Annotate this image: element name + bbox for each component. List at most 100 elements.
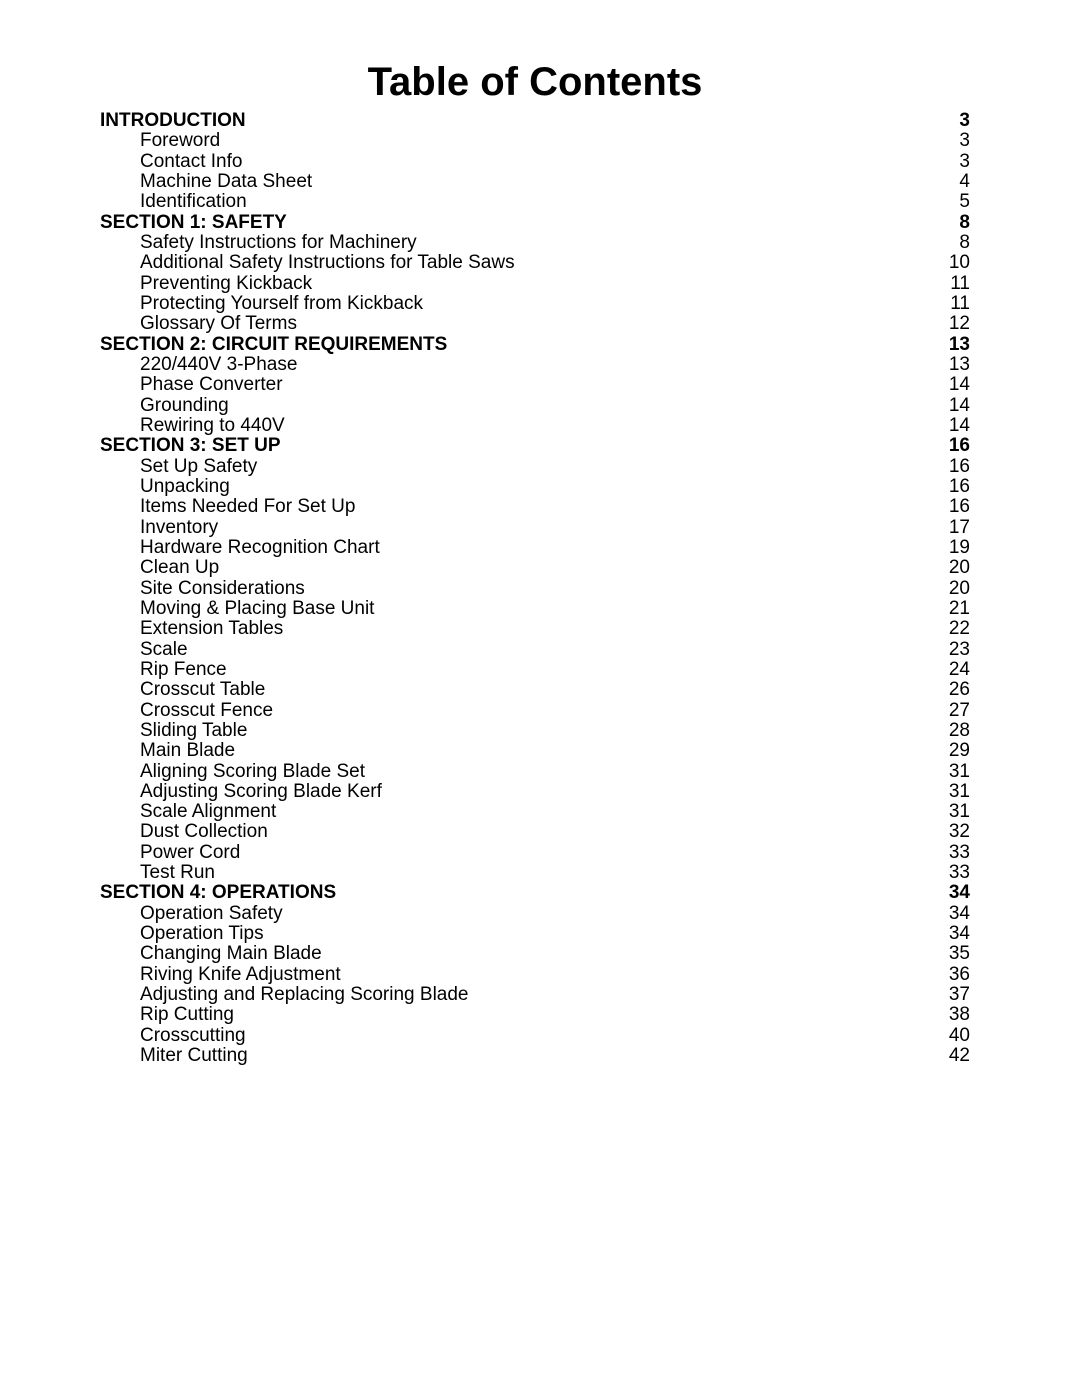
toc-sub-entry: Crosscutting 40 <box>100 1026 970 1046</box>
toc-entry-label: SECTION 1: SAFETY <box>100 213 287 233</box>
toc-entry-page: 8 <box>955 213 970 233</box>
toc-entry-page: 12 <box>945 314 970 334</box>
toc-entry-label: Adjusting Scoring Blade Kerf <box>140 782 382 802</box>
toc-entry-page: 29 <box>945 741 970 761</box>
toc-entry-label: Riving Knife Adjustment <box>140 965 341 985</box>
toc-sub-entry: Operation Tips 34 <box>100 924 970 944</box>
toc-entry-page: 8 <box>955 233 970 253</box>
toc-entry-label: Rip Fence <box>140 660 227 680</box>
toc-entry-page: 21 <box>945 599 970 619</box>
toc-entry-label: Operation Tips <box>140 924 264 944</box>
toc-entry-label: Foreword <box>140 131 220 151</box>
toc-entry-page: 4 <box>955 172 970 192</box>
toc-entry-label: Preventing Kickback <box>140 274 312 294</box>
toc-sub-entry: Rewiring to 440V 14 <box>100 416 970 436</box>
toc-entry-label: Crosscutting <box>140 1026 246 1046</box>
toc-sub-entry: Main Blade 29 <box>100 741 970 761</box>
toc-sub-entry: Identification 5 <box>100 192 970 212</box>
toc-entry-page: 14 <box>945 396 970 416</box>
toc-entry-label: Protecting Yourself from Kickback <box>140 294 423 314</box>
toc-sub-entry: Extension Tables 22 <box>100 619 970 639</box>
toc-entry-page: 20 <box>945 579 970 599</box>
toc-entry-label: Moving & Placing Base Unit <box>140 599 374 619</box>
toc-entry-label: Set Up Safety <box>140 457 257 477</box>
toc-entry-label: Inventory <box>140 518 218 538</box>
toc-entry-label: Power Cord <box>140 843 240 863</box>
toc-entry-label: Identification <box>140 192 247 212</box>
toc-entry-label: Adjusting and Replacing Scoring Blade <box>140 985 469 1005</box>
toc-entry-page: 13 <box>945 355 970 375</box>
toc-sub-entry: Glossary Of Terms 12 <box>100 314 970 334</box>
toc-sub-entry: Crosscut Fence 27 <box>100 701 970 721</box>
toc-sub-entry: Adjusting and Replacing Scoring Blade 37 <box>100 985 970 1005</box>
toc-entry-page: 13 <box>945 335 970 355</box>
toc-entry-page: 34 <box>945 883 970 903</box>
toc-sub-entry: Riving Knife Adjustment 36 <box>100 965 970 985</box>
toc-entry-page: 42 <box>945 1046 970 1066</box>
toc-sub-entry: Rip Fence 24 <box>100 660 970 680</box>
toc-entry-label: Clean Up <box>140 558 219 578</box>
toc-entry-label: Aligning Scoring Blade Set <box>140 762 365 782</box>
toc-entry-page: 40 <box>945 1026 970 1046</box>
toc-sub-entry: Dust Collection 32 <box>100 822 970 842</box>
toc-entry-label: SECTION 2: CIRCUIT REQUIREMENTS <box>100 335 447 355</box>
toc-sub-entry: Phase Converter 14 <box>100 375 970 395</box>
toc-entry-label: Main Blade <box>140 741 235 761</box>
toc-sub-entry: Adjusting Scoring Blade Kerf 31 <box>100 782 970 802</box>
toc-entry-page: 31 <box>945 782 970 802</box>
toc-sub-entry: Rip Cutting 38 <box>100 1005 970 1025</box>
toc-entry-page: 24 <box>945 660 970 680</box>
toc-sub-entry: Grounding 14 <box>100 396 970 416</box>
toc-entry-label: Grounding <box>140 396 229 416</box>
toc-entry-page: 28 <box>945 721 970 741</box>
toc-entry-page: 33 <box>945 843 970 863</box>
toc-entry-label: Dust Collection <box>140 822 268 842</box>
toc-entry-label: Phase Converter <box>140 375 283 395</box>
toc-entry-page: 16 <box>945 457 970 477</box>
toc-entry-label: Crosscut Table <box>140 680 265 700</box>
toc-sub-entry: Scale Alignment 31 <box>100 802 970 822</box>
page-title: Table of Contents <box>100 60 970 105</box>
toc-sub-entry: Machine Data Sheet 4 <box>100 172 970 192</box>
toc-sub-entry: Contact Info 3 <box>100 152 970 172</box>
toc-entry-page: 36 <box>945 965 970 985</box>
toc-entry-page: 3 <box>955 111 970 131</box>
toc-sub-entry: Hardware Recognition Chart 19 <box>100 538 970 558</box>
toc-entry-label: Extension Tables <box>140 619 283 639</box>
toc-entry-label: Crosscut Fence <box>140 701 273 721</box>
toc-sub-entry: Operation Safety 34 <box>100 904 970 924</box>
toc-sub-entry: Miter Cutting 42 <box>100 1046 970 1066</box>
toc-entry-label: Site Considerations <box>140 579 305 599</box>
toc-entry-page: 26 <box>945 680 970 700</box>
toc-entry-page: 35 <box>945 944 970 964</box>
document-page: Table of Contents INTRODUCTION 3Foreword… <box>0 0 1080 1366</box>
toc-sub-entry: Items Needed For Set Up 16 <box>100 497 970 517</box>
toc-sub-entry: Moving & Placing Base Unit 21 <box>100 599 970 619</box>
toc-sub-entry: Power Cord 33 <box>100 843 970 863</box>
toc-section-entry: SECTION 2: CIRCUIT REQUIREMENTS 13 <box>100 335 970 355</box>
toc-sub-entry: Site Considerations 20 <box>100 579 970 599</box>
toc-entry-page: 11 <box>946 294 970 314</box>
toc-entry-page: 19 <box>945 538 970 558</box>
toc-entry-page: 34 <box>945 924 970 944</box>
table-of-contents: INTRODUCTION 3Foreword 3Contact Info 3Ma… <box>100 111 970 1066</box>
toc-sub-entry: Crosscut Table 26 <box>100 680 970 700</box>
toc-entry-label: Items Needed For Set Up <box>140 497 355 517</box>
toc-sub-entry: Sliding Table 28 <box>100 721 970 741</box>
toc-entry-page: 20 <box>945 558 970 578</box>
toc-entry-page: 10 <box>945 253 970 273</box>
toc-sub-entry: Safety Instructions for Machinery 8 <box>100 233 970 253</box>
toc-sub-entry: Scale 23 <box>100 640 970 660</box>
toc-section-entry: INTRODUCTION 3 <box>100 111 970 131</box>
toc-entry-label: Sliding Table <box>140 721 247 741</box>
toc-entry-label: Test Run <box>140 863 215 883</box>
toc-entry-page: 23 <box>945 640 970 660</box>
toc-entry-label: Rip Cutting <box>140 1005 234 1025</box>
toc-entry-label: Unpacking <box>140 477 230 497</box>
toc-entry-label: Glossary Of Terms <box>140 314 297 334</box>
toc-sub-entry: Preventing Kickback 11 <box>100 274 970 294</box>
toc-sub-entry: Changing Main Blade 35 <box>100 944 970 964</box>
toc-entry-page: 16 <box>945 477 970 497</box>
toc-entry-page: 31 <box>945 762 970 782</box>
toc-entry-label: Operation Safety <box>140 904 283 924</box>
